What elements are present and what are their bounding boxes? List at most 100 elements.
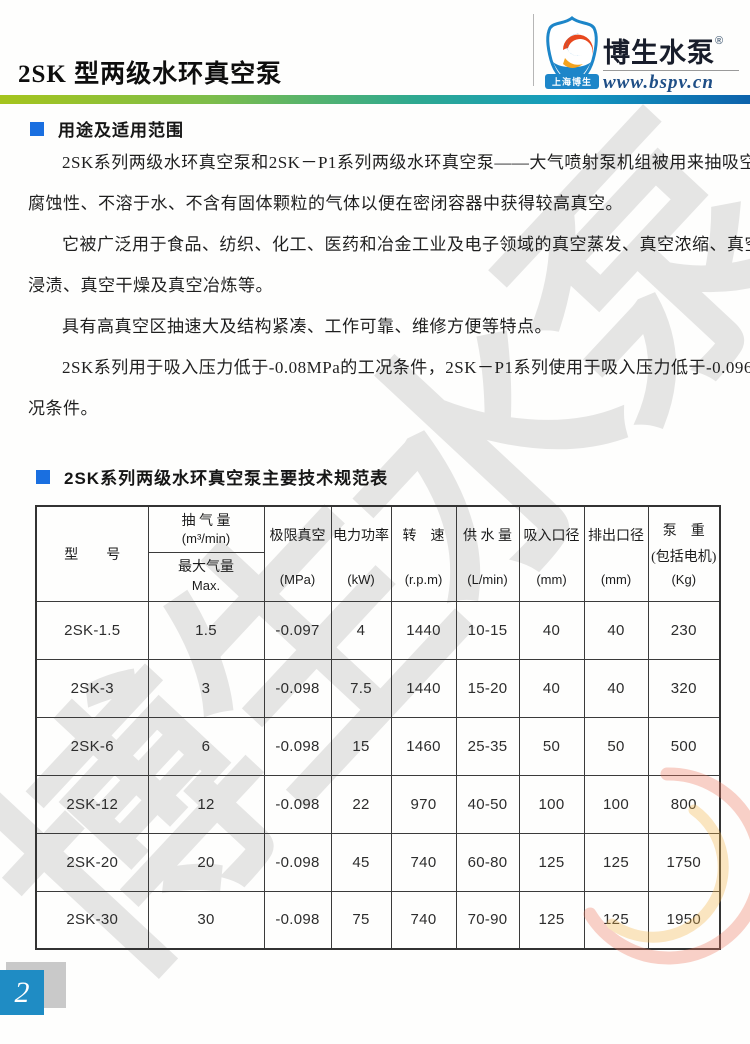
cell-outlet: 125: [583, 890, 649, 950]
cell-power: 15: [330, 716, 392, 776]
spec-table: 型 号 抽 气 量 (m³/min) 极限真空 (MPa) 电力功率 (kW) 转 …: [35, 505, 721, 950]
paragraph: 2SK系列两级水环真空泵和2SK－P1系列两级水环真空泵——大气喷射泵机组被用来…: [28, 142, 750, 224]
table-header-row: 型 号 抽 气 量 (m³/min) 极限真空 (MPa) 电力功率 (kW) 转 …: [35, 505, 721, 602]
col-header-outlet: 排出口径 (mm): [583, 505, 649, 602]
col-header-unit: (L/min): [467, 571, 508, 587]
col-header-speed: 转 速 (r.p.m): [390, 505, 457, 602]
paragraph-line: 腐蚀性、不溶于水、不含有固体颗粒的气体以便在密闭容器中获得较高真空。: [28, 194, 623, 213]
cell-speed: 970: [390, 774, 457, 834]
col-header-label: 抽 气 量: [181, 513, 231, 529]
table-row: 2SK-30 30 -0.098 75 740 70-90 125 125 19…: [35, 890, 721, 950]
blue-square-bullet-icon: [30, 121, 44, 136]
cell-capacity: 12: [147, 774, 265, 834]
cell-inlet: 50: [518, 716, 585, 776]
cell-speed: 1460: [390, 716, 457, 776]
col-header-unit: (mm): [600, 571, 632, 587]
col-header-capacity-max: 最大气量 Max.: [147, 551, 265, 602]
header-gradient-bar: [0, 95, 750, 104]
company-logo: 上海博生 博生水泵® www.bspv.cn: [543, 16, 739, 93]
cell-model: 2SK-20: [35, 832, 149, 892]
cell-weight: 1950: [647, 890, 721, 950]
col-header-unit: (Kg): [671, 571, 697, 587]
cell-speed: 1440: [390, 658, 457, 718]
body-text: 2SK系列两级水环真空泵和2SK－P1系列两级水环真空泵——大气喷射泵机组被用来…: [28, 142, 750, 429]
cell-outlet: 40: [583, 658, 649, 718]
table-row: 2SK-20 20 -0.098 45 740 60-80 125 125 17…: [35, 832, 721, 892]
cell-power: 75: [330, 890, 392, 950]
cell-water: 15-20: [455, 658, 520, 718]
section-usage-label: 用途及适用范围: [58, 121, 184, 140]
col-header-label: 转 速: [402, 528, 445, 544]
page-title: 2SK 型两级水环真空泵: [18, 61, 283, 88]
section-spec-table-label: 2SK系列两级水环真空泵主要技术规范表: [64, 469, 389, 488]
col-header-unit: (m³/min): [181, 530, 231, 546]
paragraph-line: 它被广泛用于食品、纺织、化工、医药和冶金工业及电子领域的真空蒸发、真空浓缩、真空…: [62, 235, 750, 254]
paragraph: 具有高真空区抽速大及结构紧凑、工作可靠、维修方便等特点。: [28, 306, 724, 347]
cell-vacuum: -0.097: [263, 600, 332, 660]
cell-inlet: 125: [518, 890, 585, 950]
cell-weight: 800: [647, 774, 721, 834]
col-header-unit: (mm): [536, 571, 567, 587]
col-header-unit: (kW): [347, 571, 375, 587]
cell-water: 60-80: [455, 832, 520, 892]
cell-outlet: 125: [583, 832, 649, 892]
cell-capacity: 30: [147, 890, 265, 950]
col-header-inlet: 吸入口径 (mm): [518, 505, 585, 602]
cell-weight: 1750: [647, 832, 721, 892]
col-header-label: 吸入口径: [523, 528, 580, 544]
cell-vacuum: -0.098: [263, 890, 332, 950]
cell-inlet: 40: [518, 600, 585, 660]
col-header-label: 极限真空: [269, 528, 326, 544]
logo-website: www.bspv.cn: [603, 72, 714, 93]
cell-model: 2SK-1.5: [35, 600, 149, 660]
table-row: 2SK-12 12 -0.098 22 970 40-50 100 100 80…: [35, 774, 721, 834]
cell-inlet: 100: [518, 774, 585, 834]
cell-capacity: 3: [147, 658, 265, 718]
cell-weight: 320: [647, 658, 721, 718]
col-header-label: 电力功率: [333, 528, 389, 544]
col-header-label: 型 号: [64, 547, 121, 563]
col-header-note: (包括电机): [651, 549, 717, 565]
table-row: 2SK-1.5 1.5 -0.097 4 1440 10-15 40 40 23…: [35, 600, 721, 660]
cell-model: 2SK-3: [35, 658, 149, 718]
cell-outlet: 100: [583, 774, 649, 834]
col-header-weight: 泵 重 (包括电机) (Kg): [647, 505, 721, 602]
paragraph-line: 2SK系列用于吸入压力低于-0.08MPa的工况条件，2SK－P1系列使用于吸入…: [62, 358, 750, 377]
cell-speed: 740: [390, 832, 457, 892]
col-header-unit: (r.p.m): [404, 571, 443, 587]
col-header-capacity: 抽 气 量 (m³/min): [147, 505, 265, 553]
logo-subtitle: 上海博生: [545, 74, 599, 89]
paragraph: 2SK系列用于吸入压力低于-0.08MPa的工况条件，2SK－P1系列使用于吸入…: [28, 347, 750, 429]
cell-power: 4: [330, 600, 392, 660]
paragraph-line: 况条件。: [28, 399, 98, 418]
col-header-power: 电力功率 (kW): [330, 505, 392, 602]
section-usage-heading: 用途及适用范围: [30, 116, 184, 141]
cell-speed: 740: [390, 890, 457, 950]
cell-model: 2SK-6: [35, 716, 149, 776]
cell-model: 2SK-30: [35, 890, 149, 950]
cell-inlet: 125: [518, 832, 585, 892]
cell-water: 70-90: [455, 890, 520, 950]
table-row: 2SK-3 3 -0.098 7.5 1440 15-20 40 40 320: [35, 658, 721, 718]
table-row: 2SK-6 6 -0.098 15 1460 25-35 50 50 500: [35, 716, 721, 776]
table-header-subrow: 最大气量 Max.: [36, 551, 720, 602]
cell-speed: 1440: [390, 600, 457, 660]
cell-vacuum: -0.098: [263, 658, 332, 718]
cell-water: 40-50: [455, 774, 520, 834]
cell-weight: 500: [647, 716, 721, 776]
cell-power: 22: [330, 774, 392, 834]
col-header-model: 型 号: [35, 505, 149, 602]
cell-vacuum: -0.098: [263, 832, 332, 892]
cell-outlet: 40: [583, 600, 649, 660]
cell-capacity: 6: [147, 716, 265, 776]
catalog-page: { "header": { "title": "2SK 型两级水环真空泵", "…: [0, 14, 750, 1030]
cell-inlet: 40: [518, 658, 585, 718]
cell-power: 45: [330, 832, 392, 892]
paragraph-line: 浸渍、真空干燥及真空冶炼等。: [28, 276, 273, 295]
header-divider: [533, 14, 534, 86]
col-header-unit: (MPa): [279, 571, 316, 587]
registered-mark: ®: [715, 35, 724, 47]
col-header-unit: Max.: [191, 577, 221, 593]
col-header-vacuum: 极限真空 (MPa): [263, 505, 332, 602]
page-number-badge: 2: [0, 970, 44, 1015]
